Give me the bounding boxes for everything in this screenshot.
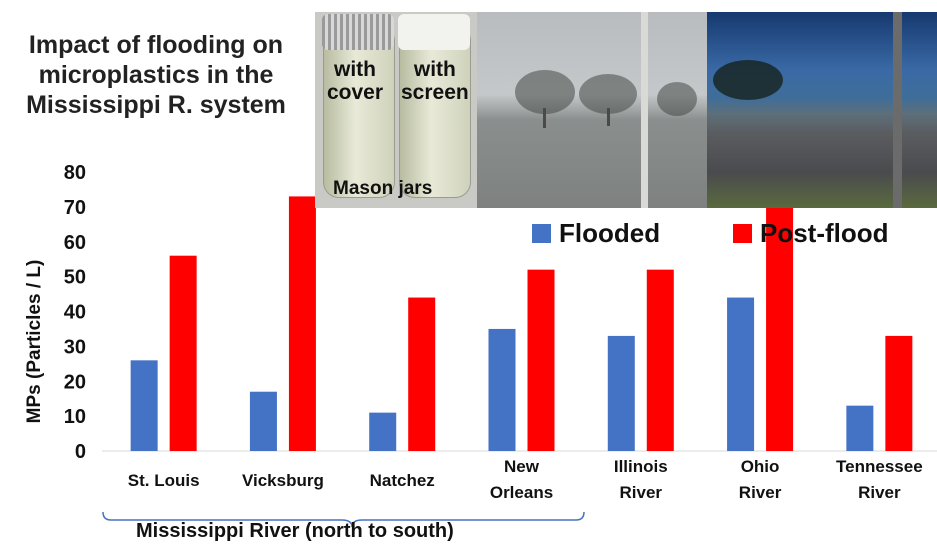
y-tick-label: 30 (64, 336, 86, 358)
y-tick-label: 80 (64, 162, 86, 184)
post-flood-park-photo (707, 12, 937, 208)
x-tick-label: Natchez (370, 471, 435, 490)
y-tick-label: 50 (64, 267, 86, 289)
mason-jars-photo: with cover with screen Mason jars (315, 12, 477, 208)
title-line-3: Mississippi R. system (26, 91, 286, 119)
y-tick-label: 60 (64, 232, 86, 254)
tree-image (713, 60, 783, 100)
jar-right-label-line-2: screen (401, 81, 469, 104)
x-tick-label: River (739, 483, 782, 502)
bar-flooded (607, 335, 635, 451)
y-tick-label: 10 (64, 406, 86, 428)
bar-post-flood (288, 196, 316, 451)
jar-left-label: with cover (327, 58, 383, 104)
tree-image (515, 70, 575, 114)
screened-jar-image (399, 30, 471, 198)
x-tick-label: Illinois (614, 457, 668, 476)
jar-right-label: with screen (401, 58, 469, 104)
bar-flooded (249, 391, 277, 451)
bar-flooded (369, 412, 397, 451)
screen-lid-image (398, 14, 470, 50)
x-tick-label: River (620, 483, 663, 502)
jar-left-label-line-1: with (334, 58, 377, 81)
x-tick-label: New (504, 457, 540, 476)
title-line-1: Impact of flooding on (28, 31, 284, 59)
legend-label-flooded: Flooded (559, 217, 661, 248)
y-axis-title: MPs (Particles / L) (24, 260, 45, 424)
x-tick-label: River (858, 483, 901, 502)
flooded-swatch (532, 223, 551, 243)
axis-layer: 0 10 20 30 40 50 60 70 80 MPs (Particles / L) (24, 162, 937, 463)
cover-lid-image (322, 14, 394, 50)
bar-flooded (130, 360, 158, 451)
bar-flooded (488, 328, 516, 451)
bar-post-flood (408, 297, 436, 451)
title-line-2: microplastics in the (38, 61, 274, 89)
mississippi-group-bracket (102, 511, 585, 528)
bar-post-flood (646, 269, 674, 451)
legend-item-post-flood: Post-flood (733, 213, 889, 253)
x-tick-label: Vicksburg (242, 471, 324, 490)
x-tick-label: Tennessee (836, 457, 923, 476)
jar-left-label-line-2: cover (327, 81, 384, 104)
tree-image (579, 74, 637, 114)
bar-post-flood (527, 269, 555, 451)
bar-post-flood (885, 335, 913, 451)
bar-post-flood (766, 182, 794, 451)
category-label-layer: St. Louis Vicksburg Natchez New Orleans Illin… (128, 457, 923, 502)
y-tick-label: 0 (75, 441, 86, 463)
jar-right-label-line-1: with (413, 58, 456, 81)
bar-flooded (846, 405, 874, 451)
bar-layer (130, 182, 913, 451)
light-pole-image (641, 12, 648, 208)
y-tick-label: 70 (64, 197, 86, 219)
x-tick-label: St. Louis (128, 471, 200, 490)
y-tick-label: 40 (64, 302, 86, 324)
post-flood-swatch (733, 223, 752, 243)
covered-jar-image (323, 30, 395, 198)
y-tick-label: 20 (64, 371, 86, 393)
tree-trunk-image (607, 108, 610, 126)
tree-trunk-image (543, 108, 546, 128)
bar-post-flood (169, 255, 197, 451)
mason-jars-caption: Mason jars (333, 178, 433, 199)
light-pole-image (893, 12, 902, 208)
flooded-park-photo (477, 12, 707, 208)
bar-flooded (727, 297, 755, 451)
legend-label-post-flood: Post-flood (760, 217, 889, 248)
x-tick-label: Orleans (490, 483, 553, 502)
tree-image (657, 82, 697, 116)
legend-item-flooded: Flooded (532, 213, 660, 253)
x-tick-label: Ohio (741, 457, 780, 476)
group-annotation: Mississippi River (north to south) (136, 520, 454, 542)
slide-title: Impact of flooding on microplastics in t… (6, 30, 306, 120)
